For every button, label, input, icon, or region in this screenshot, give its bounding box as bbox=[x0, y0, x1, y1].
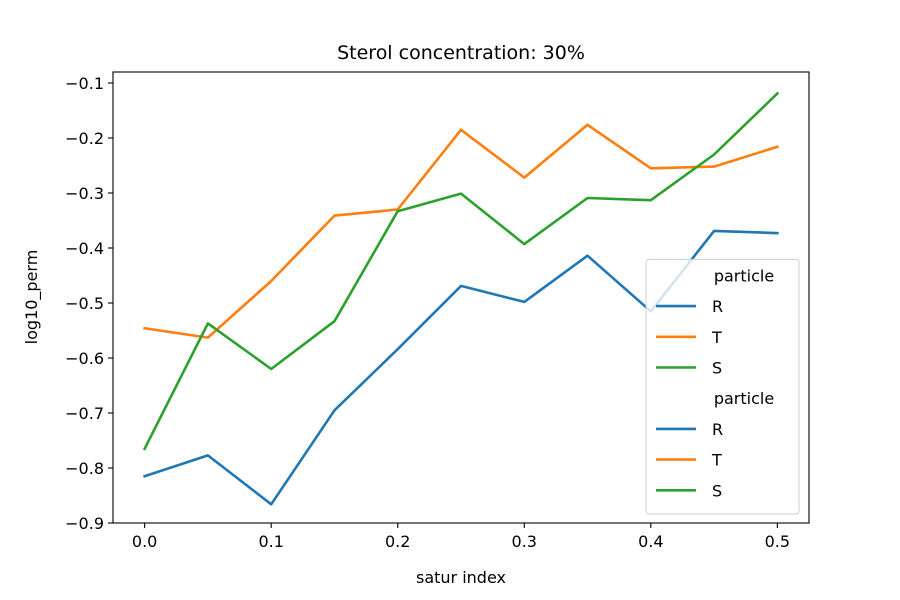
x-tick-label: 0.0 bbox=[132, 532, 157, 551]
chart-title: Sterol concentration: 30% bbox=[337, 42, 585, 64]
legend-title: particle bbox=[714, 389, 774, 408]
y-tick-label: −0.8 bbox=[65, 459, 104, 478]
x-axis: 0.0 0.1 0.2 0.3 0.4 0.5 bbox=[132, 523, 790, 551]
y-tick-label: −0.4 bbox=[65, 239, 104, 258]
y-tick-label: −0.2 bbox=[65, 129, 104, 148]
y-tick-label: −0.9 bbox=[65, 514, 104, 533]
plot-frame bbox=[112, 71, 810, 524]
series-line-t bbox=[143, 123, 780, 339]
x-tick-label: 0.4 bbox=[638, 532, 663, 551]
x-tick-label: 0.2 bbox=[385, 532, 410, 551]
legend-box bbox=[645, 258, 800, 515]
x-axis-label: satur index bbox=[416, 568, 506, 587]
legend-label-s: S bbox=[712, 481, 722, 500]
legend-label-s: S bbox=[712, 359, 722, 378]
series-line-s bbox=[142, 91, 780, 451]
x-tick-label: 0.3 bbox=[512, 532, 537, 551]
legend-label-t: T bbox=[711, 451, 722, 470]
legend-label-r: R bbox=[712, 297, 723, 316]
x-tick-label: 0.1 bbox=[258, 532, 283, 551]
y-tick-label: −0.3 bbox=[65, 184, 104, 203]
y-axis-label: log10_perm bbox=[22, 250, 42, 345]
legend-label-t: T bbox=[711, 328, 722, 347]
y-tick-label: −0.1 bbox=[65, 74, 104, 93]
x-tick-label: 0.5 bbox=[765, 532, 790, 551]
legend-title: particle bbox=[714, 266, 774, 285]
legend-label-r: R bbox=[712, 420, 723, 439]
y-tick-label: −0.6 bbox=[65, 349, 104, 368]
y-axis: −0.9 −0.8 −0.7 −0.6 −0.5 −0.4 −0.3 −0.2 −0.1 bbox=[65, 74, 113, 533]
y-tick-label: −0.7 bbox=[65, 404, 104, 423]
y-tick-label: −0.5 bbox=[65, 294, 104, 313]
